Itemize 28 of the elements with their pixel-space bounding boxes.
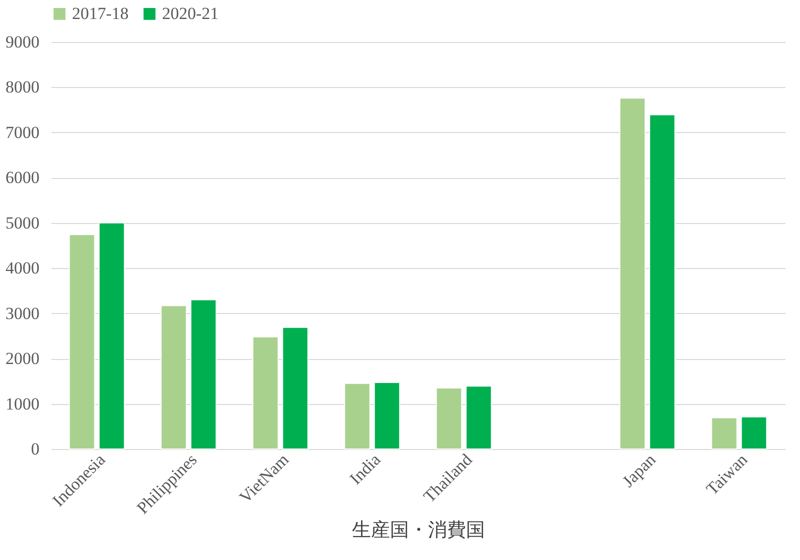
y-tick-label: 8000 [6,78,40,97]
y-tick-label: 5000 [6,213,40,232]
bar [740,416,768,450]
bar [344,382,370,450]
x-axis-title: 生産国・消費国 [352,518,485,541]
y-tick-label: 0 [31,440,40,458]
bar [466,386,492,450]
bar [252,336,279,450]
bar [68,234,96,450]
legend-label: 2017-18 [72,4,129,23]
y-tick-label: 4000 [6,258,40,278]
y-tick-label: 9000 [6,32,40,52]
bar [98,222,125,450]
bar [436,387,462,450]
bar [190,299,217,450]
bar [649,114,676,450]
bar [160,305,187,450]
bar [282,326,308,450]
bar [374,382,400,450]
y-tick-label: 3000 [6,304,40,323]
bar [619,98,646,450]
y-tick-label: 1000 [6,394,40,414]
y-tick-label: 6000 [6,168,40,188]
legend-label: 2020-21 [162,4,219,23]
x-tick-label: India [346,450,384,488]
bar [711,417,738,450]
y-tick-label: 2000 [6,349,40,368]
y-tick-label: 7000 [6,122,40,142]
